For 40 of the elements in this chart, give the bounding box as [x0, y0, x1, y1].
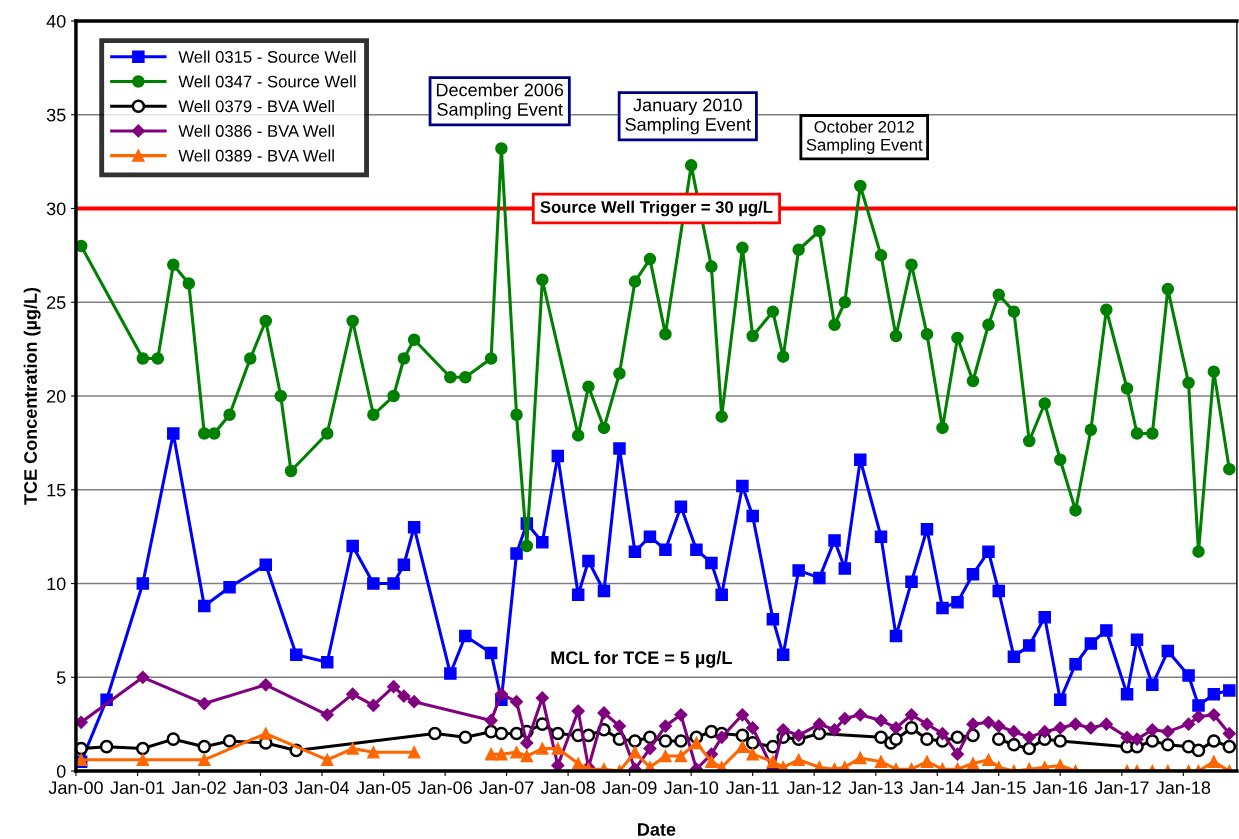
x-tick-label: Jan-00 [48, 781, 103, 795]
x-tick-label: Jan-13 [848, 781, 903, 795]
legend-label: Well 0315 - Source Well [178, 50, 356, 63]
y-tick-label: 30 [46, 202, 66, 216]
x-tick-label: Jan-16 [1032, 781, 1088, 795]
x-tick-label: Jan-15 [971, 781, 1026, 795]
y-tick-label: 5 [56, 671, 66, 684]
annotation: January 2010 Sampling Event [625, 98, 751, 135]
x-tick-label: Jan-17 [1094, 781, 1149, 795]
x-tick-label: Jan-01 [110, 781, 165, 795]
y-tick-label: 35 [46, 108, 66, 122]
x-tick-label: Jan-04 [294, 781, 350, 795]
x-tick-label: Jan-10 [663, 781, 719, 795]
y-axis-title: TCE Concentration (µg/L) [23, 287, 41, 505]
y-tick-label: 15 [47, 483, 66, 497]
legend-label: Well 0347 - Source Well [178, 75, 356, 88]
annotation: MCL for TCE = 5 µg/L [551, 650, 732, 668]
y-tick-label: 20 [47, 389, 66, 403]
x-tick-label: Jan-14 [909, 781, 965, 795]
annotation: October 2012 Sampling Event [806, 120, 923, 154]
x-axis-title: Date [638, 823, 676, 836]
x-tick-label: Jan-05 [356, 781, 411, 795]
x-tick-label: Jan-09 [602, 781, 657, 795]
legend-label: Well 0389 - BVA Well [178, 149, 334, 162]
x-tick-label: Jan-06 [417, 781, 472, 795]
legend-label: Well 0379 - BVA Well [178, 99, 334, 113]
y-tick-label: 40 [46, 14, 66, 28]
legend-label: Well 0386 - BVA Well [178, 124, 334, 137]
ref-line-label: Source Well Trigger = 30 µg/L [540, 200, 773, 217]
x-tick-label: Jan-03 [233, 781, 288, 795]
x-tick-label: Jan-11 [726, 781, 779, 795]
y-tick-label: 25 [47, 296, 66, 309]
x-tick-label: Jan-02 [171, 781, 226, 795]
x-tick-label: Jan-18 [1156, 781, 1211, 795]
y-tick-label: 0 [56, 764, 66, 778]
y-tick-label: 10 [47, 577, 66, 591]
x-tick-label: Jan-12 [786, 781, 841, 795]
x-tick-label: Jan-08 [540, 781, 595, 795]
x-tick-label: Jan-07 [479, 781, 534, 795]
annotation: December 2006 Sampling Event [436, 83, 564, 120]
